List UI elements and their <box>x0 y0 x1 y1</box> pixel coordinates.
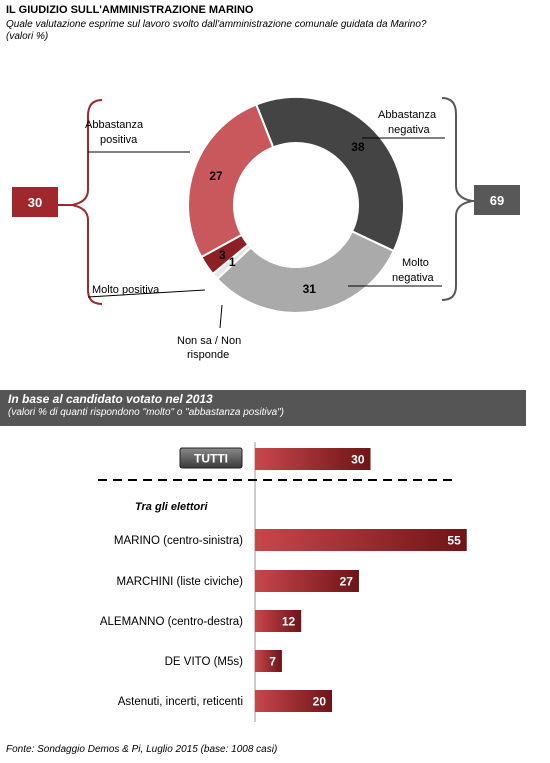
bar-value-alemanno-centro-destra: 12 <box>282 615 296 629</box>
bar-alemanno-centro-destra <box>255 610 302 632</box>
bar-value-marino-centro-sinistra: 55 <box>447 534 461 548</box>
slice-value-molto-positiva: 3 <box>219 248 226 262</box>
source-footer: Fonte: Sondaggio Demos & Pi, Luglio 2015… <box>6 744 278 755</box>
leader-non-sa <box>219 304 223 329</box>
section-header: In base al candidato votato nel 2013 (va… <box>0 390 526 426</box>
bar-value-marchini-liste-civiche: 27 <box>340 575 354 589</box>
leader-molto-positiva <box>87 289 206 298</box>
bar-marchini-liste-civiche <box>255 570 359 592</box>
category-label-alemanno-centro-destra: ALEMANNO (centro-destra) <box>100 616 243 628</box>
label-molto-negativa-1: Molto <box>402 257 429 269</box>
category-label-astenuti-incerti-reticenti: Astenuti, incerti, reticenti <box>118 696 243 708</box>
category-label-tutti: TUTTI <box>194 452 228 466</box>
label-molto-positiva: Molto positiva <box>92 284 160 296</box>
bar-value-astenuti-incerti-reticenti: 20 <box>313 695 327 709</box>
label-abbastanza-positiva-1: Abbastanza <box>85 119 144 131</box>
chart-unit-note: (valori %) <box>6 31 49 42</box>
bar-de-vito-m-s <box>255 650 282 672</box>
label-abbastanza-positiva-2: positiva <box>100 134 138 146</box>
slice-abbastanza-positiva <box>187 103 275 259</box>
bar-value-tutti: 30 <box>351 453 365 467</box>
slice-value-non-sa-non-risponde: 1 <box>229 255 236 269</box>
category-label-marchini-liste-civiche: MARCHINI (liste civiche) <box>116 576 243 588</box>
group-label: Tra gli elettori <box>135 501 208 513</box>
donut-chart: Abbastanza positiva Abbastanza negativa … <box>58 96 474 361</box>
positive-total-box: 30 <box>12 187 58 217</box>
bar-astenuti-incerti-reticenti <box>255 690 332 712</box>
label-molto-negativa-2: negativa <box>392 272 434 284</box>
slice-molto-negativa <box>215 230 396 314</box>
label-abbastanza-negativa-2: negativa <box>388 124 430 136</box>
bar-tutti <box>255 448 371 470</box>
negative-total-box: 69 <box>474 185 520 215</box>
label-non-sa-1: Non sa / Non <box>177 335 241 347</box>
slice-value-abbastanza-positiva: 27 <box>209 169 223 183</box>
chart-subtitle: Quale valutazione esprime sul lavoro svo… <box>6 19 427 30</box>
slice-value-molto-negativa: 31 <box>303 282 317 296</box>
label-button-tutti <box>179 447 243 469</box>
section-title: In base al candidato votato nel 2013 <box>8 392 213 406</box>
chart-title: IL GIUDIZIO SULL'AMMINISTRAZIONE MARINO <box>6 4 254 16</box>
slice-abbastanza-negativa <box>254 96 405 253</box>
bar-value-de-vito-m-s: 7 <box>269 655 276 669</box>
label-non-sa-2: risponde <box>187 349 229 361</box>
bar-chart: Tra gli elettori TUTTI 30 MARINO (centro-s… <box>98 442 467 722</box>
label-abbastanza-negativa-1: Abbastanza <box>378 109 437 121</box>
slice-value-abbastanza-negativa: 38 <box>351 140 365 154</box>
category-label-marino-centro-sinistra: MARINO (centro-sinistra) <box>114 535 243 547</box>
right-brace <box>441 97 473 301</box>
category-label-de-vito-m-s: DE VITO (M5s) <box>165 656 244 668</box>
bar-marino-centro-sinistra <box>255 529 467 551</box>
section-subtitle: (valori % di quanti rispondono "molto" o… <box>8 407 285 418</box>
